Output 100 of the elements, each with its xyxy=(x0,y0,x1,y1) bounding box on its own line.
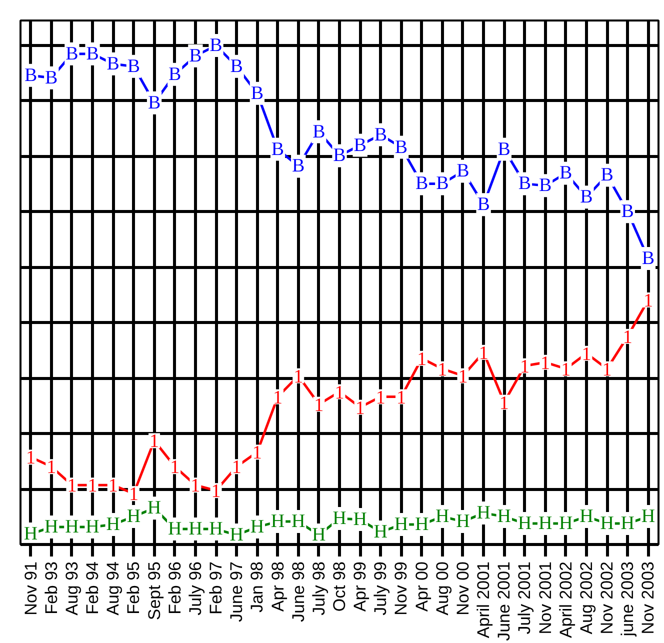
x-tick-label: Feb 94 xyxy=(83,561,102,614)
x-tick-label: June 98 xyxy=(288,561,308,622)
text: B xyxy=(210,34,222,56)
text: 1 xyxy=(438,359,448,380)
x-tick-label: Aug 2002 xyxy=(576,561,596,634)
text: B xyxy=(127,56,140,77)
text: 1 xyxy=(88,476,98,497)
series-label: 1 xyxy=(478,342,488,364)
x-tick-label: june 2003 xyxy=(618,561,638,638)
text: B xyxy=(580,186,593,208)
x-tick-label: July 2001 xyxy=(515,561,534,634)
text: B xyxy=(498,138,510,160)
text: 1 xyxy=(46,457,56,478)
text: B xyxy=(560,162,572,184)
text: H xyxy=(518,513,532,534)
text: 1 xyxy=(211,481,221,502)
text: 1 xyxy=(108,476,118,497)
text: 1 xyxy=(582,344,592,365)
text: H xyxy=(291,511,306,532)
x-tick-label: Feb 96 xyxy=(165,561,184,614)
text: 1 xyxy=(252,442,262,464)
x-tick-label: Nov 00 xyxy=(453,561,472,616)
x-tick-label: June 2001 xyxy=(494,562,514,641)
text: 1 xyxy=(273,387,283,408)
text: B xyxy=(354,134,366,156)
text: B xyxy=(394,136,408,158)
text: B xyxy=(621,201,634,222)
text: B xyxy=(456,160,470,182)
x-tick-label: Feb 93 xyxy=(42,561,61,614)
text: H xyxy=(538,513,552,534)
text: 1 xyxy=(232,457,242,478)
text: 1 xyxy=(294,366,304,388)
text: H xyxy=(126,506,141,528)
text: H xyxy=(641,506,656,528)
text: H xyxy=(374,522,388,543)
text: 1 xyxy=(540,352,550,374)
x-tick-label: Nov 99 xyxy=(392,561,411,616)
text: B xyxy=(86,43,99,64)
text: H xyxy=(456,511,470,532)
text: H xyxy=(312,524,326,546)
text: H xyxy=(168,518,182,540)
text: H xyxy=(600,513,614,534)
x-tick-label: Aug 94 xyxy=(104,561,123,616)
text: H xyxy=(559,513,573,534)
x-tick-label: Apr 98 xyxy=(268,561,288,612)
text: B xyxy=(436,173,449,194)
text: B xyxy=(292,156,305,177)
x-tick-label: Nov 91 xyxy=(21,561,40,616)
text: B xyxy=(600,164,614,186)
x-tick-label: Nov 2001 xyxy=(536,561,555,634)
x-tick-label: Nov 2003 xyxy=(638,561,658,634)
text: 1 xyxy=(314,394,324,416)
x-tick-label: Aug 93 xyxy=(62,561,82,616)
text: B xyxy=(477,194,490,216)
x-tick-label: April 2001 xyxy=(474,561,494,638)
text: H xyxy=(476,502,490,524)
text: H xyxy=(353,509,367,530)
text: 1 xyxy=(499,392,509,414)
x-tick-label: Feb 95 xyxy=(124,561,144,614)
text: B xyxy=(250,82,264,104)
text: B xyxy=(312,121,326,142)
text: H xyxy=(230,524,244,546)
text: B xyxy=(148,92,161,114)
text: 1 xyxy=(561,359,571,380)
text: H xyxy=(106,514,120,536)
text: 1 xyxy=(190,476,200,497)
x-tick-label: July 98 xyxy=(309,561,328,616)
text: 1 xyxy=(150,431,160,452)
text: H xyxy=(580,506,594,528)
x-tick-label: Nov 2002 xyxy=(598,561,617,634)
x-tick-label: July 99 xyxy=(371,561,390,616)
text: B xyxy=(106,53,120,74)
text: B xyxy=(271,138,284,160)
text: B xyxy=(230,56,243,77)
x-tick-label: April 2002 xyxy=(556,561,576,638)
text: H xyxy=(332,508,346,530)
text: H xyxy=(250,516,264,538)
x-tick-label: June 97 xyxy=(227,561,246,622)
text: 1 xyxy=(417,348,427,370)
text: 1 xyxy=(622,326,632,348)
text: B xyxy=(538,175,552,196)
text: H xyxy=(394,514,408,536)
text: B xyxy=(45,67,58,88)
text: H xyxy=(147,498,162,519)
text: 1 xyxy=(376,387,386,408)
text: 1 xyxy=(334,382,344,404)
text: 1 xyxy=(520,356,530,378)
text: B xyxy=(333,145,346,166)
text: H xyxy=(497,506,512,528)
text: 1 xyxy=(170,457,180,478)
text: B xyxy=(189,45,202,66)
text: B xyxy=(168,64,182,85)
series-label: B xyxy=(66,43,78,64)
text: 1 xyxy=(458,366,468,388)
text: H xyxy=(414,514,429,536)
x-tick-label: Aug 00 xyxy=(432,561,452,616)
text: B xyxy=(642,248,655,270)
text: B xyxy=(415,173,428,194)
x-tick-label: Apr 00 xyxy=(412,561,432,612)
text: H xyxy=(209,518,223,540)
